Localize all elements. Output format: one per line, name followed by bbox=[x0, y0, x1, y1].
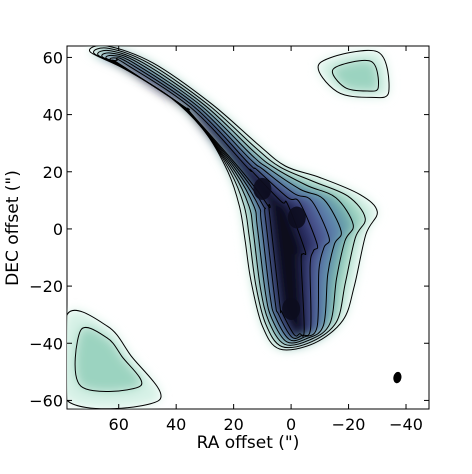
y-tick-label: 20 bbox=[43, 163, 63, 182]
x-tick-label: 0 bbox=[286, 415, 296, 434]
y-tick-label: −20 bbox=[29, 277, 63, 296]
northwest-clump-contour-fill bbox=[332, 60, 379, 92]
emission-peak bbox=[253, 177, 272, 200]
y-tick-label: 40 bbox=[43, 106, 63, 125]
contour-map bbox=[67, 46, 390, 409]
main-contour-line bbox=[105, 54, 330, 342]
emission-peak bbox=[287, 206, 306, 229]
y-tick-label: −60 bbox=[29, 391, 63, 410]
y-axis-label: DEC offset (") bbox=[3, 170, 23, 286]
main-contour-line bbox=[109, 57, 319, 339]
main-contour-line bbox=[101, 52, 342, 344]
x-tick-label: 40 bbox=[166, 415, 186, 434]
y-tick-label: −40 bbox=[29, 334, 63, 353]
main-contour-line bbox=[97, 49, 354, 346]
emission-peak bbox=[282, 297, 301, 320]
northwest-clump-contour-line bbox=[331, 60, 379, 92]
x-axis-label: RA offset (") bbox=[197, 433, 300, 453]
southeast-fringe-contour-line bbox=[74, 326, 143, 392]
y-tick-label: 0 bbox=[53, 220, 63, 239]
northwest-clump-contour-line bbox=[317, 50, 390, 99]
x-tick-label: −40 bbox=[389, 415, 423, 434]
y-tick-label: 60 bbox=[43, 48, 63, 67]
southeast-fringe-contour-fill bbox=[75, 327, 142, 392]
beam-ellipse bbox=[393, 371, 402, 384]
main-contour-line bbox=[93, 47, 366, 349]
y-axis-ticks: 60 40 20 0 −20 −40 −60 bbox=[29, 48, 429, 410]
x-tick-label: 20 bbox=[223, 415, 243, 434]
x-tick-label: 60 bbox=[109, 415, 129, 434]
x-axis-ticks: 60 40 20 0 −20 −40 bbox=[109, 46, 423, 434]
main-contour-line bbox=[112, 58, 307, 337]
main-contour-line bbox=[88, 46, 378, 351]
southeast-fringe-contour-line bbox=[67, 309, 162, 409]
x-tick-label: −20 bbox=[332, 415, 366, 434]
